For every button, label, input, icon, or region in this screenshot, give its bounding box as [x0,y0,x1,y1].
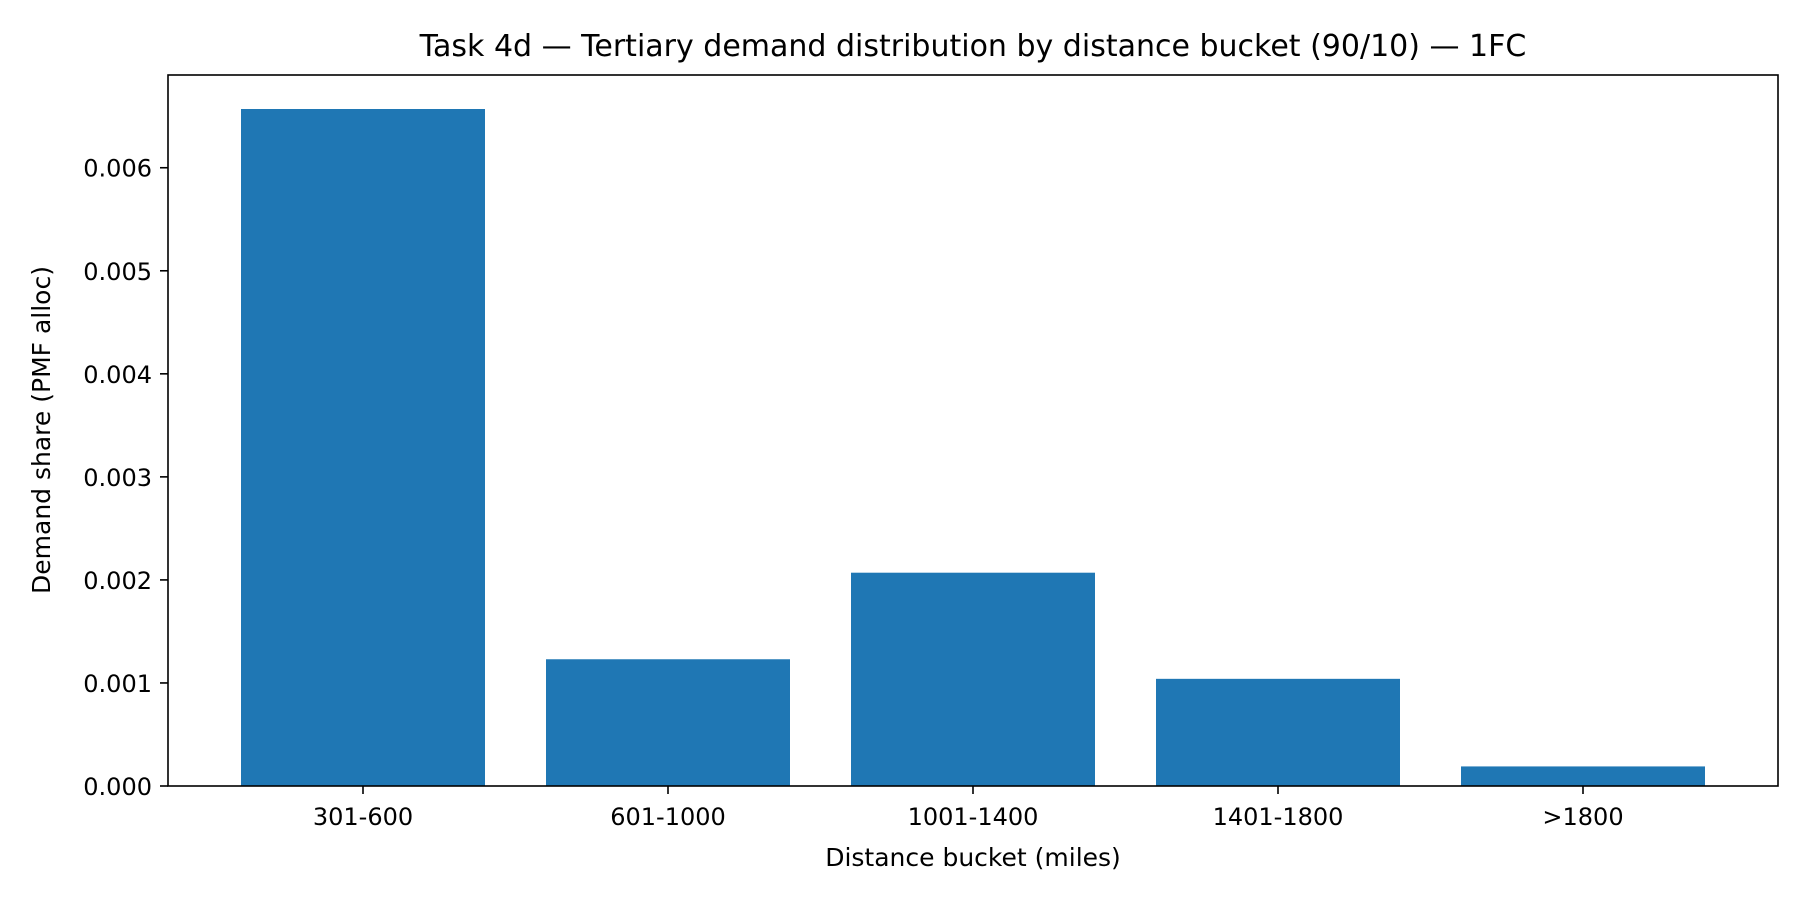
y-tick-label-1: 0.001 [83,670,152,698]
x-tick-label-2: 1001-1400 [908,803,1039,831]
bar-1 [546,659,790,786]
x-axis-label: Distance bucket (miles) [825,843,1121,872]
x-tick-label-3: 1401-1800 [1213,803,1344,831]
chart-title: Task 4d — Tertiary demand distribution b… [419,29,1527,64]
y-tick-label-4: 0.004 [83,361,152,389]
plot-frame [167,74,1779,787]
y-axis-ticks: 0.000 0.001 0.002 0.003 0.004 0.005 0.006 [83,155,168,801]
y-tick-label-3: 0.003 [83,464,152,492]
y-tick-label-0: 0.000 [83,773,152,801]
bar-4 [1461,766,1705,786]
y-tick-label-2: 0.002 [83,567,152,595]
y-axis-label: Demand share (PMF alloc) [27,266,56,594]
y-tick-label-5: 0.005 [83,258,152,286]
x-axis-ticks: 301-600 601-1000 1001-1400 1401-1800 >1800 [313,786,1624,831]
bar-3 [1156,678,1400,786]
x-tick-label-0: 301-600 [313,803,413,831]
x-tick-label-1: 601-1000 [610,803,726,831]
bar-2 [851,572,1095,786]
x-tick-label-4: >1800 [1542,803,1623,831]
y-tick-label-6: 0.006 [83,155,152,183]
bars-group [241,109,1705,787]
bar-0 [241,109,485,787]
